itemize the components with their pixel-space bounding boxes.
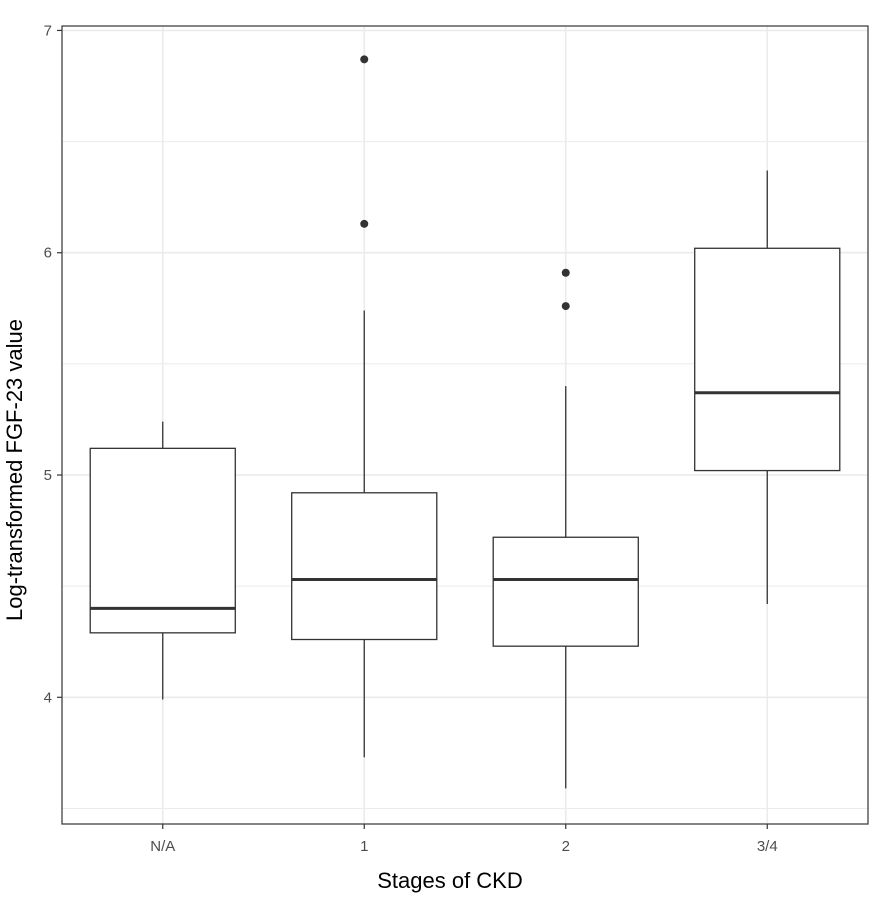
y-tick-label: 6 <box>44 245 52 262</box>
box-plots <box>89 55 841 789</box>
x-tick-label: 3/4 <box>757 838 778 855</box>
y-axis-title: Log-transformed FGF-23 value <box>2 319 27 621</box>
x-axis-title: Stages of CKD <box>377 868 523 893</box>
x-tick-label: N/A <box>150 838 175 855</box>
axes: 4 5 6 7 N/A 1 2 3/4 <box>44 22 778 855</box>
outlier-point <box>561 268 570 277</box>
y-tick-label: 4 <box>44 689 52 706</box>
x-tick-label: 1 <box>360 838 368 855</box>
iqr-box <box>89 447 236 634</box>
outlier-point <box>561 302 570 311</box>
iqr-box <box>492 536 639 647</box>
iqr-box <box>291 492 438 641</box>
iqr-box <box>694 247 841 472</box>
y-tick-label: 7 <box>44 22 52 39</box>
plot-panel-border <box>61 25 869 825</box>
outlier-point <box>360 55 369 64</box>
y-tick-label: 5 <box>44 467 52 484</box>
outlier-point <box>360 219 369 228</box>
x-tick-label: 2 <box>562 838 570 855</box>
